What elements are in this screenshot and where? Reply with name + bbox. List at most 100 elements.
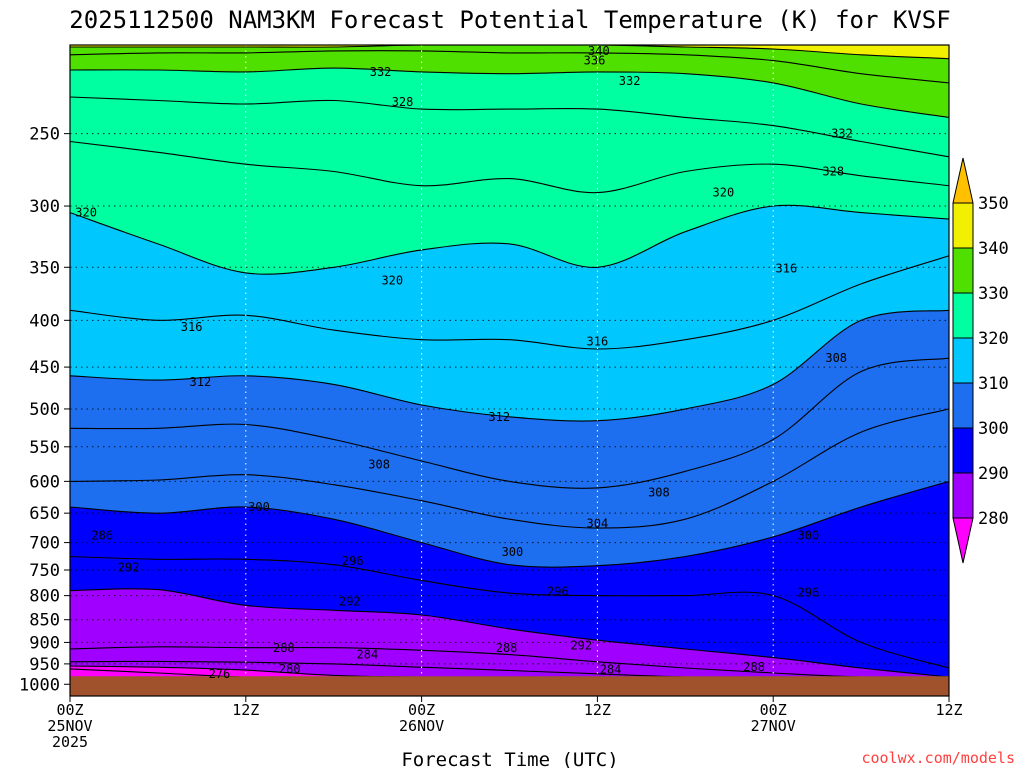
colorbar-label-300: 300 [978,419,1009,439]
colorbar-label-350: 350 [978,194,1009,214]
x-tick-label-48-1: 27NOV [751,717,796,735]
isentrope-292 [70,588,949,678]
y-tick-label-750: 750 [29,561,60,581]
contour-label-288: 288 [496,641,518,655]
contour-label-292: 292 [339,595,361,609]
x-tick-label-24-0: 00Z [408,701,435,719]
contour-fill-bands [70,45,949,678]
colorbar-bottom-triangle [952,517,974,564]
ground-surface [70,676,949,696]
x-tick-label-12-0: 12Z [232,701,259,719]
y-tick-label-550: 550 [29,438,60,458]
colorbar-label-320: 320 [978,329,1009,349]
y-tick-label-900: 900 [29,633,60,653]
contour-label-276: 276 [209,667,231,681]
contour-label-332: 332 [619,74,641,88]
x-tick-label-48-0: 00Z [760,701,787,719]
contour-label-300: 300 [798,529,820,543]
contour-label-296: 296 [547,585,569,599]
contour-label-292: 292 [570,638,592,652]
isentrope-300 [70,480,949,568]
contour-label-332: 332 [831,127,853,141]
y-tick-label-500: 500 [29,400,60,420]
x-tick-label-36-0: 12Z [584,701,611,719]
isentrope-308 [70,357,949,489]
isentrope-288 [70,646,949,678]
contour-label-340: 340 [588,44,610,58]
x-tick-label-24-1: 26NOV [399,717,444,735]
contour-label-292: 292 [118,560,140,574]
isentrope-332 [70,67,949,118]
contour-label-312: 312 [190,375,212,389]
isentrope-340 [70,45,949,60]
colorbar-label-280: 280 [978,509,1009,529]
colorbar: 350 340 330 320 310 300 290 280 [952,157,1009,564]
y-tick-label-850: 850 [29,611,60,631]
y-axis-pressure: 2503003504004505005506006507007508008509… [19,125,70,695]
x-tick-label-0-1: 25NOV [47,717,92,735]
contour-label-296: 296 [342,554,364,568]
x-axis-label: Forecast Time (UTC) [401,749,618,768]
colorbar-label-340: 340 [978,239,1009,259]
plot-frame [69,44,950,697]
credit-link[interactable]: coolwx.com/models [861,749,1015,767]
isentrope-316 [70,255,949,350]
colorbar-segment-3 [952,337,974,384]
contour-label-300: 300 [248,500,270,514]
contour-label-288: 288 [743,660,765,674]
contour-label-320: 320 [381,274,403,288]
y-tick-label-250: 250 [29,125,60,145]
contour-label-328: 328 [822,164,844,178]
contour-label-296: 296 [798,586,820,600]
colorbar-top-triangle [952,157,974,204]
y-tick-label-700: 700 [29,534,60,554]
contour-label-300: 300 [502,545,524,559]
isentrope-324 [70,140,949,194]
contour-label-286: 286 [91,529,113,543]
fill-band-336 [70,45,949,83]
contour-label-284: 284 [600,663,622,677]
isentrope-296 [70,555,949,669]
contour-label-336: 336 [584,54,606,68]
contour-label-312: 312 [488,410,510,424]
y-tick-label-1000: 1000 [19,675,60,695]
x-tick-label-0-0: 00Z [56,701,83,719]
y-tick-label-450: 450 [29,358,60,378]
contour-label-308: 308 [368,457,390,471]
y-tick-label-400: 400 [29,311,60,331]
contour-label-328: 328 [392,95,414,109]
colorbar-segment-1 [952,247,974,294]
contour-label-308: 308 [648,485,670,499]
x-tick-label-60-0: 12Z [935,701,962,719]
isentrope-328 [70,96,949,158]
contour-label-304: 304 [587,516,609,530]
y-tick-label-800: 800 [29,587,60,607]
contour-label-280: 280 [279,662,301,676]
colorbar-segment-6 [952,472,974,519]
y-tick-label-350: 350 [29,258,60,278]
colorbar-segment-4 [952,382,974,429]
chart-title: 2025112500 NAM3KM Forecast Potential Tem… [69,6,950,34]
contour-label-320: 320 [75,206,97,220]
fill-band-332 [70,45,949,118]
y-tick-label-600: 600 [29,472,60,492]
colorbar-label-290: 290 [978,464,1009,484]
y-tick-label-650: 650 [29,504,60,524]
y-tick-label-950: 950 [29,655,60,675]
isentrope-304 [70,408,949,529]
y-tick-label-300: 300 [29,197,60,217]
contour-label-316: 316 [776,261,798,275]
colorbar-label-310: 310 [978,374,1009,394]
isentrope-312 [70,309,949,422]
grid-lines [70,45,949,696]
colorbar-segment-2 [952,292,974,339]
contour-label-288: 288 [273,641,295,655]
contour-label-308: 308 [825,351,847,365]
colorbar-label-330: 330 [978,284,1009,304]
contour-label-284: 284 [357,648,379,662]
contour-label-332: 332 [370,65,392,79]
colorbar-segment-5 [952,427,974,474]
